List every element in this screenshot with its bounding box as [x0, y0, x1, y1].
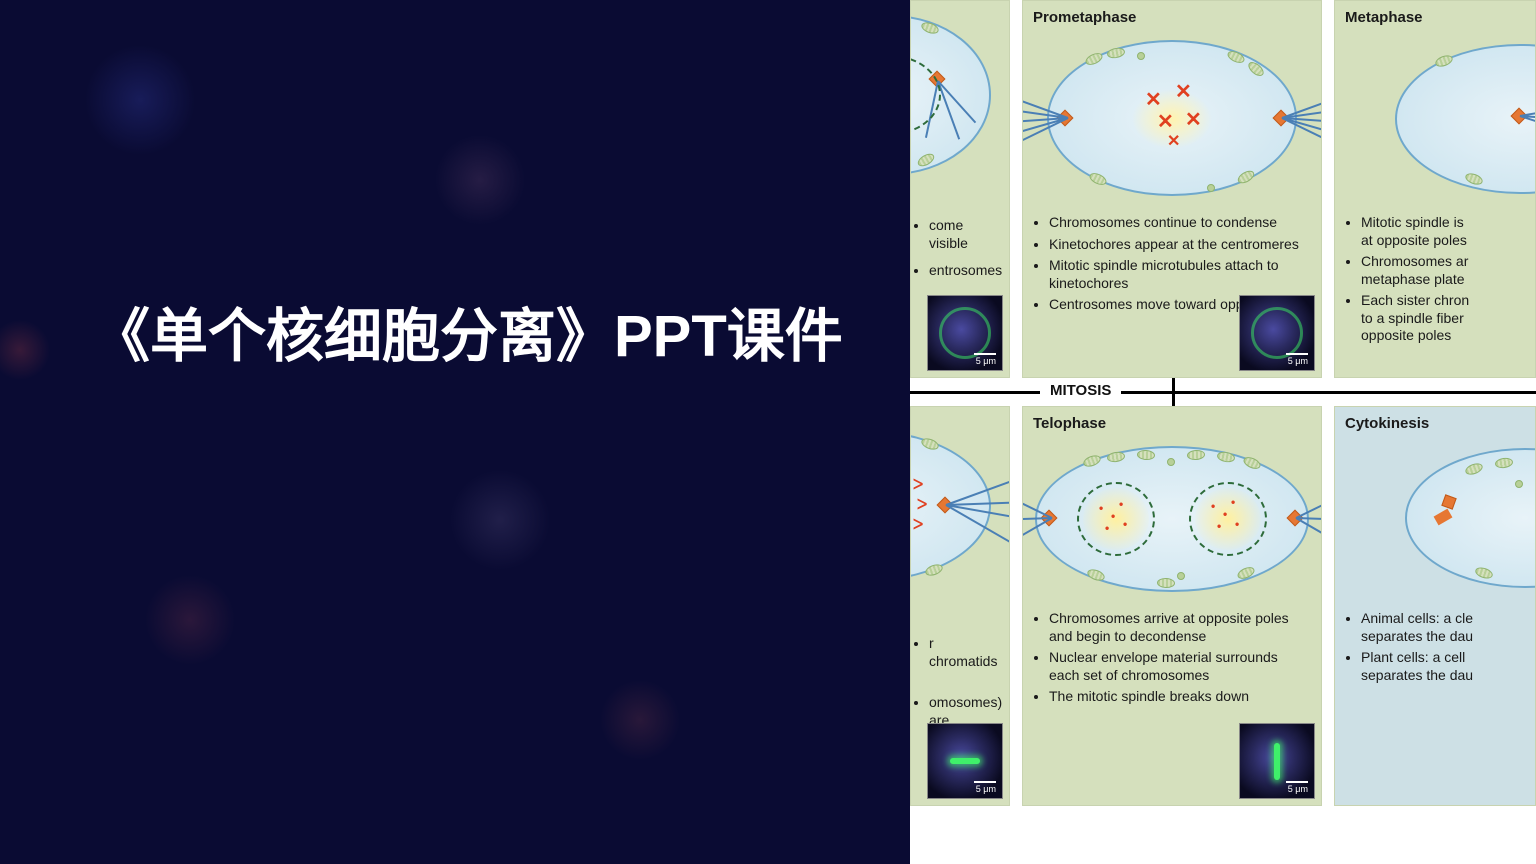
phase-bullets: Chromosomes arrive at opposite poles and… [1023, 606, 1321, 716]
phase-card-prophase-partial: come visible entrosomes 5 μm [910, 0, 1010, 378]
phase-title: Cytokinesis [1335, 407, 1535, 436]
phase-card-prometaphase: Prometaphase ✕ ✕ ✕ ✕ ✕ [1022, 0, 1322, 378]
slide-left-panel: 《单个核细胞分离》PPT课件 [0, 0, 910, 864]
axis-line [1172, 378, 1175, 406]
mitosis-diagram-panel: MITOSIS come visible entrosomes 5 μm Pro… [910, 0, 1536, 864]
phase-card-metaphase: Metaphase Mitotic spindle isat opposite … [1334, 0, 1536, 378]
slide-title: 《单个核细胞分离》PPT课件 [92, 298, 852, 376]
phase-card-telophase: Telophase • • • • • • • • • • [1022, 406, 1322, 806]
microscopy-thumb: 5 μm [1239, 723, 1315, 799]
phase-title: Prometaphase [1023, 1, 1321, 30]
phase-title: Metaphase [1335, 1, 1535, 30]
phase-card-anaphase-partial: ᐳ ᐳ ᐳ r chromatids omosomes) are 5 μm [910, 406, 1010, 806]
microscopy-thumb: 5 μm [1239, 295, 1315, 371]
mitosis-label: MITOSIS [1040, 382, 1121, 399]
phase-bullets: Mitotic spindle isat opposite poles Chro… [1335, 210, 1535, 355]
microscopy-thumb: 5 μm [927, 723, 1003, 799]
phase-bullets: come visible entrosomes [910, 213, 1010, 290]
microscopy-thumb: 5 μm [927, 295, 1003, 371]
phase-title: Telophase [1023, 407, 1321, 436]
axis-line [910, 391, 1536, 394]
phase-card-cytokinesis: Cytokinesis Animal cells: a cleseparates… [1334, 406, 1536, 806]
phase-bullets: Animal cells: a cleseparates the dau Pla… [1335, 606, 1535, 694]
